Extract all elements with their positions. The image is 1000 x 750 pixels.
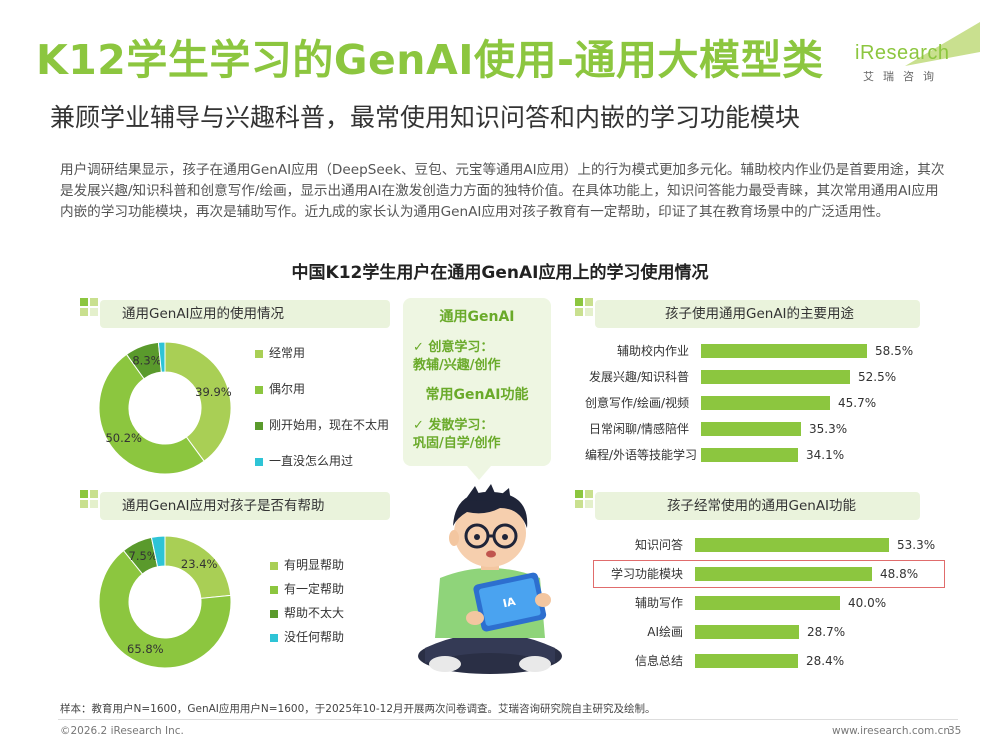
usage-panel-header: 通用GenAI应用的使用情况 (100, 300, 390, 328)
bar-value-label: 48.8% (880, 567, 919, 581)
donut-slice (150, 535, 166, 568)
legend-swatch (255, 385, 263, 394)
legend-item: 经常用 (255, 344, 305, 361)
bar (695, 596, 840, 610)
bar (701, 344, 867, 358)
bar-value-label: 45.7% (838, 396, 877, 410)
bar-value-label: 58.5% (875, 344, 914, 358)
bar (701, 396, 830, 410)
callout-tail (467, 466, 491, 480)
bar-category-label: 发展兴趣/知识科普 (588, 370, 689, 384)
callout-line: ✓ 发散学习： (413, 418, 494, 433)
bar (695, 625, 799, 639)
bar (695, 538, 889, 552)
legend-swatch (270, 585, 278, 594)
legend-swatch (255, 457, 263, 466)
page-title: K12学生学习的GenAI使用-通用大模型类 (36, 36, 824, 84)
bar-value-label: 40.0% (848, 596, 887, 610)
donut-slice (157, 341, 166, 373)
donut-slice-label: 65.8% (127, 642, 164, 656)
callout-heading-features: 常用GenAI功能 (425, 387, 529, 403)
donut-slice-label: 7.5% (129, 549, 158, 563)
panel-decoration-icon (575, 490, 593, 508)
bar-category-label: AI绘画 (647, 625, 683, 639)
bar-category-label: 信息总结 (634, 654, 683, 668)
purpose-bar-chart: 辅助校内作业 58.5% 发展兴趣/知识科普 52.5% 创意写作/绘画/视频 45.7%… (585, 343, 945, 473)
footer-divider (58, 719, 958, 720)
purpose-panel-header: 孩子使用通用GenAI的主要用途 (595, 300, 920, 328)
feature-panel-title: 孩子经常使用的通用GenAI功能 (667, 498, 857, 514)
bar-category-label: 日常闲聊/情感陪伴 (588, 422, 689, 436)
legend-item: 有明显帮助 (270, 556, 344, 573)
bar-value-label: 34.1% (806, 448, 845, 462)
legend-item: 刚开始用，现在不太用 (255, 416, 389, 433)
donut-slice-label: 8.3% (132, 353, 161, 367)
donut-slice (164, 341, 232, 462)
bar-category-label: 编程/外语等技能学习 (585, 448, 698, 462)
highlight-box (593, 560, 945, 588)
intro-paragraph: 用户调研结果显示，孩子在通用GenAI应用（DeepSeek、豆包、元宝等通用A… (60, 162, 945, 220)
panel-decoration-icon (80, 298, 98, 316)
sample-footnote: 样本：教育用户N=1600，GenAI应用用户N=1600，于2025年10-1… (60, 703, 656, 715)
legend-swatch (270, 609, 278, 618)
legend-item: 帮助不太大 (270, 604, 344, 621)
svg-text:IA: IA (502, 595, 518, 610)
legend-item: 偶尔用 (255, 380, 305, 397)
donut-slice (98, 353, 205, 475)
usage-panel-title: 通用GenAI应用的使用情况 (122, 306, 285, 322)
bar-value-label: 35.3% (809, 422, 848, 436)
bar (701, 370, 850, 384)
iresearch-logo: iResearch 艾瑞咨询 (855, 22, 980, 92)
panel-decoration-icon (575, 298, 593, 316)
help-panel-title: 通用GenAI应用对孩子是否有帮助 (122, 498, 325, 514)
panel-decoration-icon (80, 490, 98, 508)
bar (701, 448, 798, 462)
legend-item: 一直没怎么用过 (255, 452, 353, 469)
bar-category-label: 创意写作/绘画/视频 (585, 396, 690, 410)
chart-main-title: 中国K12学生用户在通用GenAI应用上的学习使用情况 (291, 263, 709, 283)
legend-swatch (270, 633, 278, 642)
help-donut-chart: 23.4% 65.8% 7.5% (98, 535, 232, 669)
logo-text: iResearch (855, 42, 950, 64)
donut-slice (98, 549, 232, 669)
bar-category-label: 知识问答 (634, 538, 683, 552)
callout-line: 巩固/自学/创作 (413, 436, 501, 451)
donut-slice-label: 39.9% (195, 385, 232, 399)
bar-value-label: 28.7% (807, 625, 846, 639)
bar-value-label: 28.4% (806, 654, 845, 668)
legend-swatch (270, 561, 278, 570)
bar (695, 654, 798, 668)
logo-leaf-icon (905, 22, 980, 66)
feature-panel-header: 孩子经常使用的通用GenAI功能 (595, 492, 920, 520)
purpose-panel-title: 孩子使用通用GenAI的主要用途 (665, 306, 855, 322)
page-number: 35 (948, 725, 962, 737)
donut-slice-label: 50.2% (105, 431, 142, 445)
bar-value-label: 52.5% (858, 370, 897, 384)
donut-slice-label: 23.4% (181, 557, 218, 571)
bar (701, 422, 801, 436)
legend-item: 没任何帮助 (270, 628, 344, 645)
feature-bar-chart: 知识问答 53.3% 学习功能模块 48.8% 辅助写作 40.0% AI绘画 28.7% 信息… (585, 537, 945, 668)
help-panel-header: 通用GenAI应用对孩子是否有帮助 (100, 492, 390, 520)
callout-heading-general: 通用GenAI (439, 309, 515, 325)
usage-donut-chart: 39.9% 50.2% 8.3% (98, 341, 232, 475)
callout-line: ✓ 创意学习： (413, 340, 494, 355)
callout-line: 教辅/兴趣/创作 (413, 358, 501, 373)
student-with-tablet-illustration: IA (418, 484, 562, 674)
copyright: ©2026.2 iResearch Inc. (60, 725, 184, 737)
bar (695, 567, 872, 581)
logo-chinese-text: 艾瑞咨询 (863, 70, 943, 83)
bar-category-label: 学习功能模块 (610, 567, 683, 581)
footer-url: www.iresearch.com.cn (832, 725, 951, 737)
legend-item: 有一定帮助 (270, 580, 344, 597)
legend-swatch (255, 349, 263, 358)
center-callout-bubble: 通用GenAI ✓ 创意学习： 教辅/兴趣/创作 常用GenAI功能 ✓ 发散学… (403, 298, 551, 466)
page-subtitle: 兼顾学业辅导与兴趣科普，最常使用知识问答和内嵌的学习功能模块 (50, 103, 801, 132)
bar-category-label: 辅助写作 (634, 596, 683, 610)
bar-value-label: 53.3% (897, 538, 936, 552)
legend-swatch (255, 421, 263, 430)
bar-category-label: 辅助校内作业 (616, 344, 689, 358)
